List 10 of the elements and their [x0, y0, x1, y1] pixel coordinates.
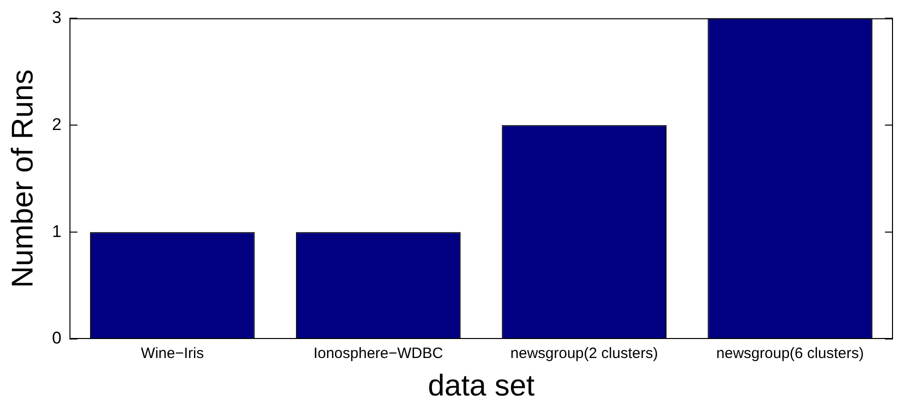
x-tick-label: newsgroup(2 clusters) [510, 345, 658, 362]
x-tick-label: newsgroup(6 clusters) [716, 345, 864, 362]
x-tick-label: Wine−Iris [140, 345, 204, 362]
y-axis-title: Number of Runs [6, 69, 40, 288]
x-axis-title: data set [428, 369, 536, 402]
y-tick-label: 1 [52, 222, 62, 241]
y-tick-label: 0 [52, 328, 62, 348]
y-tick-label: 3 [52, 8, 62, 27]
y-tick-label: 2 [52, 114, 62, 134]
x-tick-label: Ionosphere−WDBC [313, 345, 444, 362]
